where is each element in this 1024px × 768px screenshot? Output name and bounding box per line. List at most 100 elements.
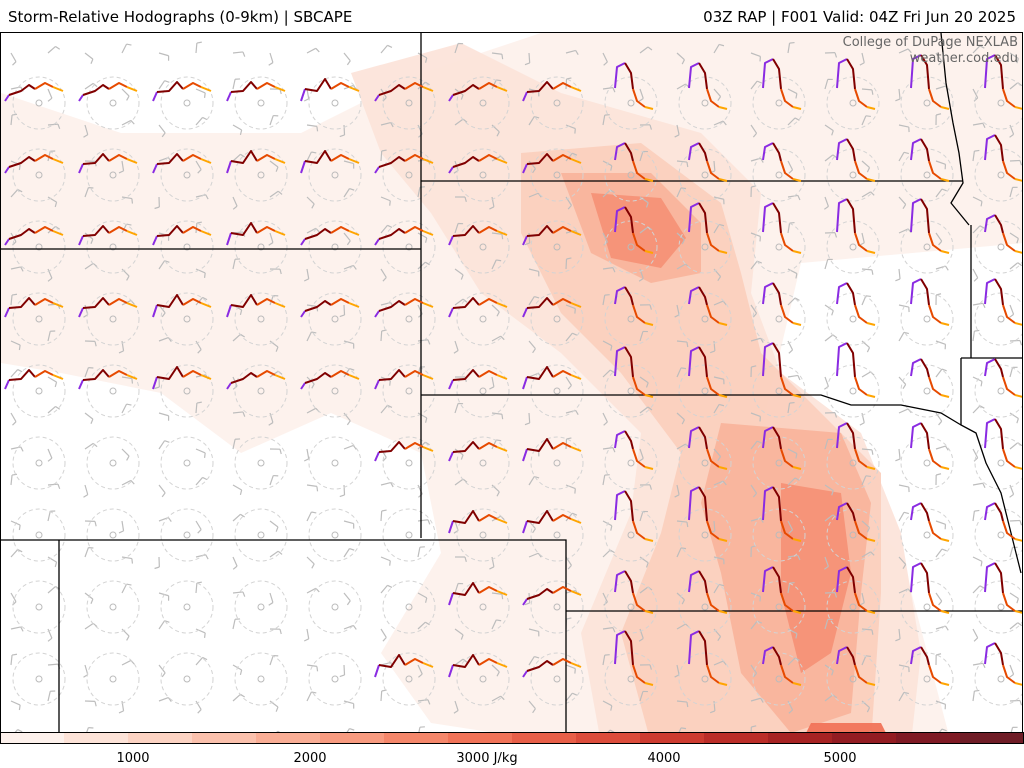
grid-point-marker: [775, 603, 783, 611]
wind-barb-flag: [1019, 340, 1022, 346]
map-panel[interactable]: College of DuPage NEXLAB weather.cod.edu: [0, 32, 1023, 742]
wind-barb-flag: [464, 196, 467, 202]
wind-barb: [232, 439, 236, 450]
wind-barb-flag: [424, 57, 428, 63]
hodograph-ring: [160, 652, 214, 706]
hodograph-trace: [552, 442, 572, 450]
wind-barb: [676, 83, 686, 90]
wind-barb: [10, 294, 13, 306]
wind-barb-flag: [649, 484, 652, 490]
hodograph-trace: [552, 658, 572, 666]
wind-barb: [306, 331, 312, 342]
wind-barb-flag: [496, 131, 500, 137]
hodograph-trace: [836, 646, 848, 665]
hodograph-trace: [478, 154, 498, 162]
wind-barb: [232, 153, 241, 162]
wind-barb-flag: [453, 710, 459, 714]
wind-barb: [1009, 622, 1019, 630]
hodograph-trace: [762, 566, 774, 593]
wind-barb: [676, 367, 682, 378]
grid-point-marker: [109, 171, 117, 179]
colorbar-segment: [64, 732, 129, 744]
hodograph-trace: [688, 346, 700, 377]
wind-barb: [232, 619, 236, 630]
wind-barb-flag: [205, 554, 209, 560]
grid-point-marker: [257, 387, 265, 395]
wind-barb-flag: [131, 558, 134, 564]
wind-barb: [417, 592, 428, 599]
hodograph-trace: [182, 298, 202, 306]
grid-point-marker: [257, 99, 265, 107]
grid-point-marker: [627, 603, 635, 611]
grid-point-marker: [849, 459, 857, 467]
hodograph-trace: [698, 426, 708, 450]
wind-barb-flag: [834, 232, 838, 238]
hodograph-ring: [308, 652, 362, 706]
wind-barb: [1009, 519, 1021, 522]
wind-barb: [10, 654, 13, 666]
cape-colorbar: [0, 732, 1024, 744]
wind-barb-flag: [275, 526, 279, 532]
hodograph-trace: [348, 374, 360, 380]
hodograph-trace: [552, 586, 572, 594]
wind-barb-grid: [10, 41, 1022, 741]
wind-barb: [306, 664, 317, 667]
hodograph-trace: [404, 370, 424, 378]
grid-point-marker: [627, 387, 635, 395]
wind-barb-flag: [980, 381, 983, 387]
grid-point-marker: [35, 603, 43, 611]
hodograph-trace: [304, 300, 332, 312]
wind-barb-flag: [130, 480, 135, 485]
hodograph-trace: [718, 466, 728, 470]
wind-barb-flag: [532, 348, 536, 354]
hodograph-trace: [632, 160, 646, 180]
wind-barb-flag: [645, 202, 649, 208]
wind-barb-flag: [311, 691, 317, 694]
wind-barb: [935, 160, 946, 165]
wind-barb: [1009, 262, 1019, 270]
wind-barb-flag: [979, 585, 985, 589]
wind-barb-flag: [425, 261, 430, 266]
hodograph-trace: [836, 566, 848, 593]
wind-barb: [491, 52, 502, 55]
hodograph-trace: [478, 514, 498, 522]
wind-barb-flag: [387, 224, 393, 228]
wind-barb: [713, 224, 720, 234]
hodograph-ring: [308, 76, 362, 130]
wind-barb: [861, 340, 870, 349]
hodograph-trace: [928, 376, 942, 396]
wind-barb: [824, 619, 829, 630]
wind-barb: [417, 187, 421, 198]
hodograph-trace: [570, 374, 582, 380]
grid-point-marker: [775, 171, 783, 179]
hodograph-trace: [522, 163, 528, 174]
wind-barb: [232, 513, 241, 522]
wind-barb-flag: [18, 524, 21, 531]
wind-barb: [491, 619, 497, 630]
wind-barb: [1009, 664, 1015, 675]
map-canvas[interactable]: [1, 33, 1023, 742]
grid-point-marker: [775, 315, 783, 323]
wind-barb: [528, 116, 535, 126]
wind-barb: [343, 340, 354, 345]
hodograph-ring: [234, 508, 288, 562]
wind-barb: [602, 369, 611, 378]
hodograph-ring: [456, 220, 510, 274]
wind-barb: [269, 52, 274, 63]
hodograph-ring: [12, 436, 66, 490]
wind-barb: [972, 302, 983, 306]
wind-barb-flag: [638, 637, 644, 642]
wind-barb-flag: [131, 198, 134, 204]
hodograph-trace: [706, 520, 720, 540]
wind-barb: [491, 196, 495, 207]
wind-barb-flag: [501, 594, 504, 600]
wind-barb-flag: [751, 365, 757, 368]
colorbar-segment: [832, 732, 897, 744]
hodograph-trace: [688, 62, 700, 89]
hodograph-trace: [614, 286, 626, 305]
wind-barb-flag: [674, 314, 680, 318]
wind-barb: [824, 484, 834, 492]
colorbar-segment: [0, 732, 65, 744]
hodograph-trace: [910, 358, 922, 377]
wind-barb: [787, 477, 796, 486]
